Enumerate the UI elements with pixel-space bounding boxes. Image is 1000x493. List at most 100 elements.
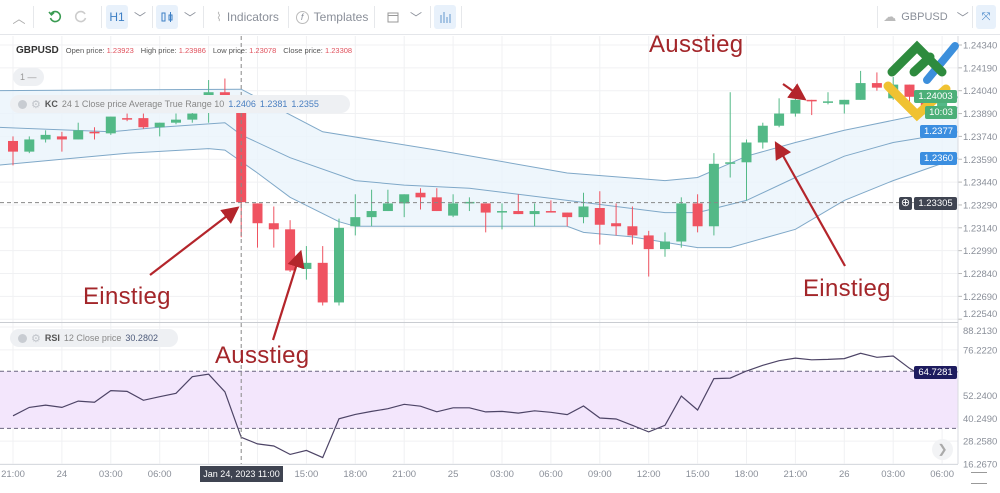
undo-icon [48, 10, 62, 23]
fullscreen-button[interactable]: ⤧ [976, 5, 996, 29]
candle-body [627, 226, 638, 236]
indicators-icon: ⌇ [216, 10, 222, 24]
scroll-right-button[interactable]: ❯ [932, 439, 953, 460]
candle-body [252, 203, 263, 224]
price-tick-label: 1.24190 [963, 63, 997, 74]
candle-body [334, 227, 344, 303]
candle-body [562, 212, 573, 218]
redo-button[interactable] [70, 5, 92, 29]
rsi-line [12, 352, 958, 459]
settings-icon[interactable] [971, 472, 987, 484]
annotation-entry-right: Einstieg [803, 275, 891, 302]
candle-body [839, 99, 850, 105]
candle-body [56, 136, 67, 140]
close-value: 1.23308 [324, 46, 353, 55]
time-tick-label: 09:00 [588, 469, 612, 480]
time-tick-label: 26 [839, 469, 850, 480]
timeframe-dropdown[interactable]: ﹀ [132, 5, 148, 29]
symbol-selector[interactable]: ☁ GBPUSD ﹀ [882, 5, 970, 29]
calendar-icon [387, 12, 399, 23]
templates-label: Templates [313, 10, 369, 24]
timeframe-button[interactable]: H1 [106, 5, 128, 29]
annotation-exit-top: Ausstieg [649, 31, 744, 58]
candle-body [774, 113, 785, 126]
candle-body [301, 262, 312, 269]
calendar-button[interactable] [383, 5, 403, 29]
candle-body [171, 119, 181, 123]
rsi-value: 30.2802 [125, 333, 158, 343]
candle-body [415, 192, 426, 198]
time-tick-label: 15:00 [295, 469, 319, 480]
time-tick-label: 03:00 [490, 469, 514, 480]
kc-upper-value: 1.2406 [228, 99, 256, 109]
cloud-icon: ☁ [883, 9, 897, 24]
low-label: Low price: [212, 46, 248, 55]
candle-body [268, 223, 279, 230]
price-tick-label: 1.24040 [963, 86, 997, 97]
arrow-entry-left [149, 206, 240, 276]
volume-button[interactable] [434, 5, 456, 29]
price-tick-label: 1.23890 [963, 109, 997, 120]
divider [461, 6, 462, 28]
time-tick-label: 24 [57, 469, 68, 480]
candle-body [611, 223, 622, 227]
candle-body [741, 142, 752, 163]
last-price-tag: 1.24003 [914, 90, 957, 103]
time-tick-label: 21:00 [784, 469, 808, 480]
rsi-band-fill [0, 371, 958, 429]
crosshair-add-icon[interactable]: ⊕ [899, 197, 912, 210]
high-value: 1.23986 [178, 46, 206, 55]
templates-button[interactable]: f Templates [294, 5, 370, 29]
close-icon[interactable] [18, 99, 27, 109]
time-tick-label: 03:00 [881, 469, 905, 480]
candle-body [105, 116, 116, 134]
undo-button[interactable] [44, 5, 66, 29]
chart-type-dropdown[interactable]: ﹀ [182, 5, 198, 29]
kc-middle-value: 1.2381 [259, 99, 288, 109]
gear-icon[interactable]: ⚙ [31, 332, 41, 345]
divider [374, 6, 375, 28]
rsi-tick-label: 52.2400 [963, 391, 997, 402]
collapse-button[interactable]: ︿ [8, 5, 30, 29]
pane-badge[interactable]: 1 — [13, 68, 44, 86]
time-tick-label: 15:00 [686, 469, 710, 480]
close-icon[interactable] [18, 333, 27, 343]
candlestick-icon [161, 12, 173, 22]
candle-body [513, 211, 524, 215]
candle-body [676, 203, 687, 242]
time-tick-label: 03:00 [99, 469, 123, 480]
candle-body [757, 125, 768, 143]
kc-name: KC [44, 99, 58, 109]
chevron-up-icon: ︿ [12, 10, 26, 26]
expand-icon: ⤧ [981, 10, 991, 23]
divider [203, 6, 204, 28]
chart-type-button[interactable] [156, 5, 178, 29]
divider [972, 6, 973, 28]
rsi-value-tag: 64.7281 [914, 366, 957, 379]
rsi-tick-label: 16.2670 [963, 459, 997, 470]
arrow-entry-right [774, 141, 846, 267]
kc-legend: ⚙ KC 24 1 Close price Average True Range… [10, 95, 350, 113]
open-label: Open price: [65, 46, 105, 55]
time-tick-label: 06:00 [930, 469, 954, 480]
candle-body [24, 139, 35, 152]
time-tick-label: 18:00 [735, 469, 759, 480]
kc-upper-line [0, 88, 958, 182]
price-tick-label: 1.24340 [963, 41, 997, 52]
low-value: 1.23078 [249, 46, 277, 55]
rsi-tick-label: 76.2220 [963, 345, 997, 356]
function-icon: f [295, 10, 309, 24]
indicators-button[interactable]: ⌇ Indicators [210, 5, 285, 29]
candle-body [806, 99, 817, 102]
gear-icon[interactable]: ⚙ [31, 98, 41, 111]
calendar-dropdown[interactable]: ﹀ [408, 5, 424, 29]
rsi-tick-label: 88.2130 [963, 326, 997, 337]
divider [152, 6, 153, 28]
candle-body [692, 203, 703, 227]
candle-body [203, 92, 214, 96]
divider [101, 6, 102, 28]
rsi-legend: ⚙ RSI 12 Close price 30.2802 [10, 329, 178, 347]
candle-body [399, 194, 410, 204]
candle-body [578, 206, 589, 218]
